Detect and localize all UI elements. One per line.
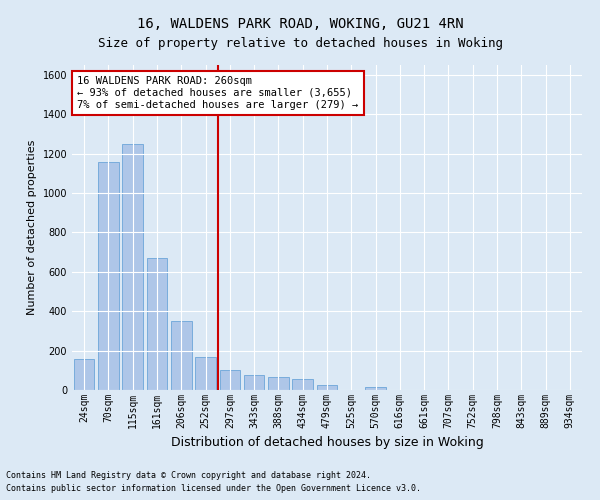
Text: 16, WALDENS PARK ROAD, WOKING, GU21 4RN: 16, WALDENS PARK ROAD, WOKING, GU21 4RN <box>137 18 463 32</box>
Text: Size of property relative to detached houses in Woking: Size of property relative to detached ho… <box>97 38 503 51</box>
Bar <box>195 356 216 390</box>
Bar <box>146 258 167 390</box>
Bar <box>98 162 119 390</box>
Text: 16 WALDENS PARK ROAD: 260sqm
← 93% of detached houses are smaller (3,655)
7% of : 16 WALDENS PARK ROAD: 260sqm ← 93% of de… <box>77 76 358 110</box>
Bar <box>220 370 240 390</box>
Bar <box>171 321 191 390</box>
Y-axis label: Number of detached properties: Number of detached properties <box>27 140 37 315</box>
Bar <box>74 360 94 390</box>
Bar <box>244 375 265 390</box>
Bar <box>292 379 313 390</box>
Bar <box>317 385 337 390</box>
Bar <box>365 387 386 390</box>
Bar <box>122 144 143 390</box>
X-axis label: Distribution of detached houses by size in Woking: Distribution of detached houses by size … <box>170 436 484 450</box>
Bar <box>268 377 289 390</box>
Text: Contains public sector information licensed under the Open Government Licence v3: Contains public sector information licen… <box>6 484 421 493</box>
Text: Contains HM Land Registry data © Crown copyright and database right 2024.: Contains HM Land Registry data © Crown c… <box>6 470 371 480</box>
